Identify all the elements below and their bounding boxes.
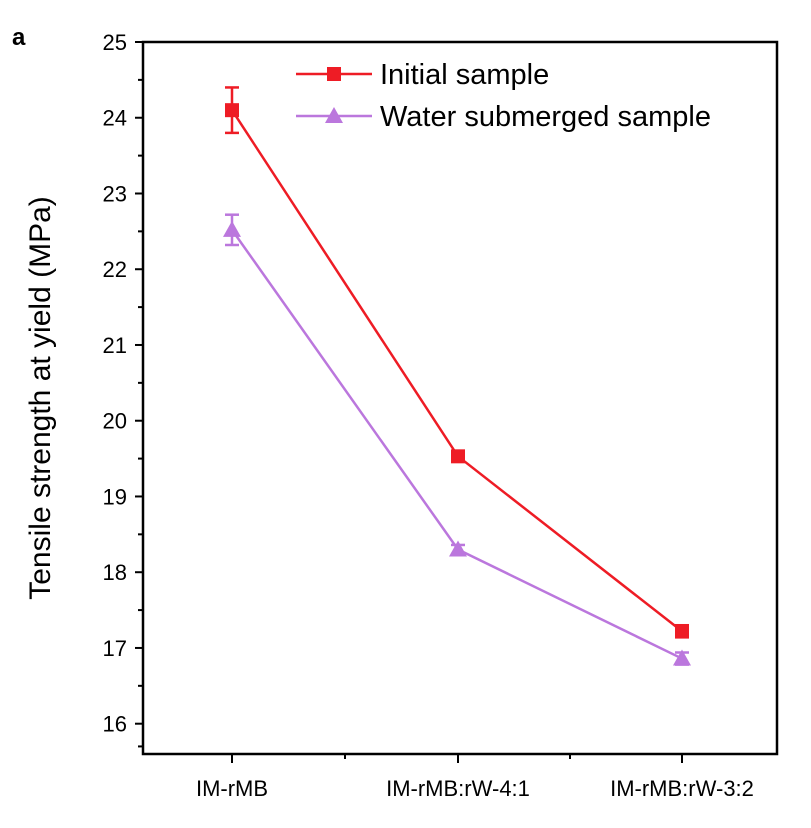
- legend-marker: [327, 67, 341, 81]
- plot-area: [141, 40, 779, 756]
- y-tick-label: 22: [103, 257, 127, 282]
- plot-border: [141, 40, 779, 756]
- legend: Initial sample Water submerged sample: [296, 59, 711, 133]
- legend-label: Initial sample: [380, 59, 549, 91]
- series-initial-sample: [225, 86, 689, 639]
- y-tick-label: 18: [103, 560, 127, 585]
- data-point: [449, 540, 467, 557]
- y-tick-label: 24: [103, 106, 127, 131]
- series-line: [230, 229, 683, 660]
- data-point: [675, 624, 689, 639]
- data-point: [225, 103, 239, 118]
- y-tick-label: 23: [103, 181, 127, 206]
- data-point: [673, 649, 691, 666]
- y-tick-label: 17: [103, 636, 127, 661]
- y-tick-label: 21: [103, 333, 127, 358]
- y-tick-label: 20: [103, 409, 127, 434]
- x-tick-label: IM-rMB:rW-4:1: [386, 776, 530, 801]
- data-point: [223, 220, 241, 237]
- y-tick-label: 25: [103, 30, 127, 55]
- y-axis: 16 17 18 19 20 21 22 23 24 25: [103, 30, 143, 748]
- panel-label: a: [12, 24, 26, 51]
- x-tick-label: IM-rMB:rW-3:2: [610, 776, 754, 801]
- y-tick-label: 19: [103, 484, 127, 509]
- y-axis-title: Tensile strength at yield (MPa): [24, 196, 57, 600]
- y-tick-label: 16: [103, 712, 127, 737]
- series-water-submerged-sample: [223, 213, 691, 666]
- data-point: [451, 449, 465, 464]
- legend-marker: [325, 107, 343, 123]
- x-axis: IM-rMB IM-rMB:rW-4:1 IM-rMB:rW-3:2: [196, 754, 754, 801]
- legend-label: Water submerged sample: [380, 101, 711, 133]
- series-layer: [223, 86, 691, 666]
- x-tick-label: IM-rMB: [196, 776, 268, 801]
